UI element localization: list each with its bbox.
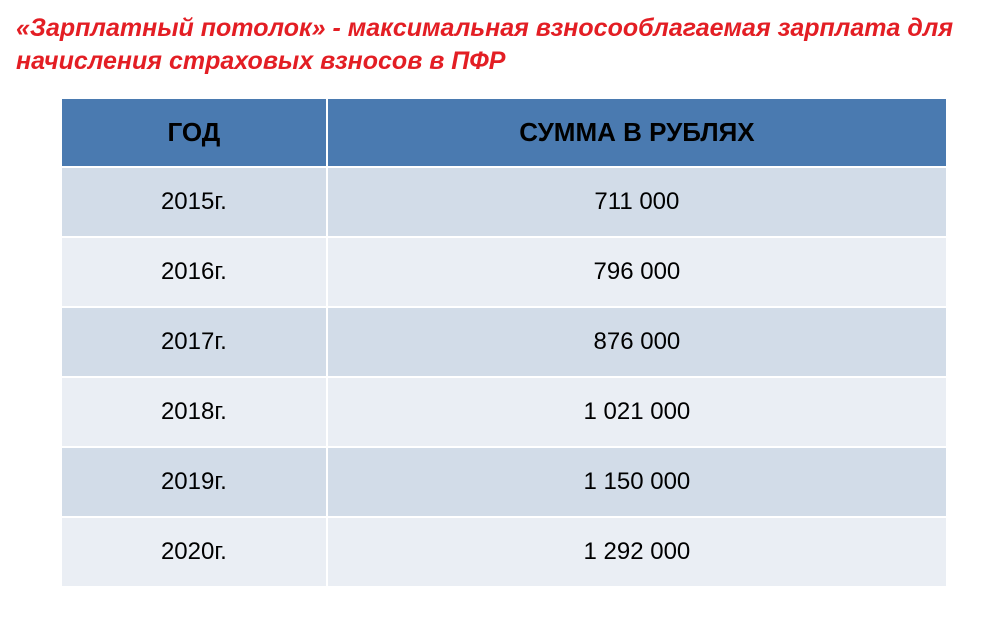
cell-year: 2017г. (61, 307, 327, 377)
column-header-year: ГОД (61, 98, 327, 167)
cell-year: 2018г. (61, 377, 327, 447)
table-row: 2016г. 796 000 (61, 237, 947, 307)
table-row: 2015г. 711 000 (61, 167, 947, 237)
column-header-amount: СУММА В РУБЛЯХ (327, 98, 947, 167)
cell-amount: 1 021 000 (327, 377, 947, 447)
cell-year: 2016г. (61, 237, 327, 307)
page-title: «Зарплатный потолок» - максимальная взно… (16, 12, 992, 77)
cell-year: 2020г. (61, 517, 327, 587)
cell-amount: 876 000 (327, 307, 947, 377)
table-row: 2017г. 876 000 (61, 307, 947, 377)
cell-amount: 711 000 (327, 167, 947, 237)
cell-amount: 1 150 000 (327, 447, 947, 517)
table-container: ГОД СУММА В РУБЛЯХ 2015г. 711 000 2016г.… (16, 97, 992, 588)
table-row: 2020г. 1 292 000 (61, 517, 947, 587)
cell-amount: 1 292 000 (327, 517, 947, 587)
salary-cap-table: ГОД СУММА В РУБЛЯХ 2015г. 711 000 2016г.… (60, 97, 948, 588)
cell-amount: 796 000 (327, 237, 947, 307)
table-row: 2019г. 1 150 000 (61, 447, 947, 517)
table-header-row: ГОД СУММА В РУБЛЯХ (61, 98, 947, 167)
cell-year: 2015г. (61, 167, 327, 237)
table-row: 2018г. 1 021 000 (61, 377, 947, 447)
cell-year: 2019г. (61, 447, 327, 517)
